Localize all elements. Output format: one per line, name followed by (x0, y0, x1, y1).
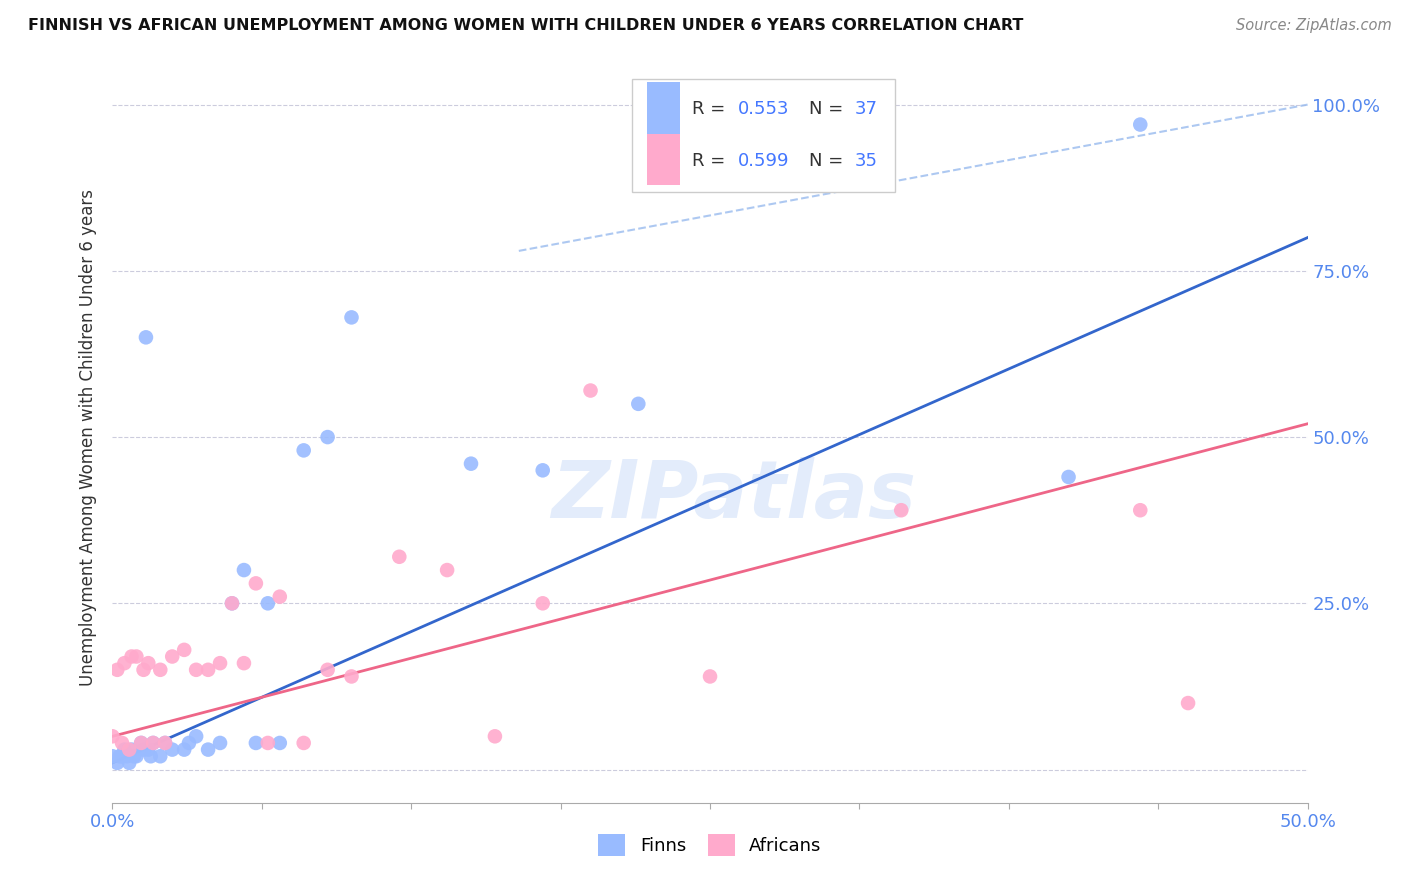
Point (139, 749, 162, 764)
Text: N =: N = (810, 101, 849, 119)
Point (177, 736, 200, 750)
Point (890, 503, 912, 517)
Point (340, 669, 363, 683)
Point (101, 729, 124, 743)
Point (162, 742, 183, 756)
Point (118, 756, 141, 770)
Point (627, 397, 650, 411)
Point (114, 656, 135, 670)
Point (186, 663, 208, 677)
Point (531, 596, 554, 610)
Point (197, 742, 219, 756)
Point (316, 663, 339, 677)
Point (257, 736, 280, 750)
Point (132, 663, 155, 677)
Bar (647, 134, 681, 185)
Point (340, 310, 363, 325)
Point (142, 736, 165, 750)
Text: 37: 37 (855, 101, 877, 119)
Point (388, 549, 411, 564)
Point (269, 590, 291, 604)
Point (209, 736, 232, 750)
Point (257, 596, 280, 610)
Point (121, 649, 143, 664)
Point (1057, 470, 1080, 484)
Point (245, 736, 267, 750)
Y-axis label: Unemployment Among Women with Children Under 6 years: Unemployment Among Women with Children U… (79, 188, 97, 686)
Point (233, 656, 256, 670)
Text: 35: 35 (855, 152, 877, 169)
Point (186, 729, 208, 743)
Point (436, 563, 458, 577)
Point (579, 384, 602, 398)
Point (197, 663, 219, 677)
Point (125, 749, 148, 764)
Point (484, 729, 506, 743)
Point (233, 563, 256, 577)
Point (105, 663, 128, 677)
Point (292, 443, 315, 458)
Point (129, 736, 152, 750)
Point (122, 749, 145, 764)
Text: 0.599: 0.599 (738, 152, 789, 169)
Bar (633, 78, 896, 192)
Point (108, 749, 131, 764)
Point (699, 669, 721, 683)
Point (138, 656, 160, 670)
Point (153, 736, 176, 750)
Text: 0.553: 0.553 (738, 101, 789, 119)
Point (292, 736, 315, 750)
Point (460, 457, 482, 471)
Point (1129, 503, 1152, 517)
Point (221, 596, 243, 610)
Point (142, 736, 165, 750)
Point (125, 649, 148, 664)
Point (221, 596, 243, 610)
Text: R =: R = (692, 101, 731, 119)
Point (1129, 118, 1152, 132)
Point (105, 756, 128, 770)
Point (118, 742, 141, 756)
Point (149, 749, 172, 764)
Point (121, 742, 143, 756)
Text: ZIPatlas: ZIPatlas (551, 457, 917, 534)
Point (115, 749, 138, 764)
Point (111, 736, 134, 750)
Point (149, 663, 172, 677)
Text: Source: ZipAtlas.com: Source: ZipAtlas.com (1236, 18, 1392, 33)
Point (101, 749, 124, 764)
Point (138, 742, 160, 756)
Point (162, 649, 183, 664)
Text: N =: N = (810, 152, 849, 169)
Bar (647, 82, 681, 134)
Point (173, 643, 195, 657)
Text: R =: R = (692, 152, 731, 169)
Point (316, 430, 339, 444)
Point (209, 656, 232, 670)
Point (135, 330, 157, 344)
Point (173, 742, 195, 756)
Point (153, 736, 176, 750)
Point (269, 736, 291, 750)
Point (132, 742, 155, 756)
Point (114, 742, 135, 756)
Point (1177, 696, 1199, 710)
Legend: Finns, Africans: Finns, Africans (591, 827, 830, 863)
Point (111, 749, 134, 764)
Point (531, 463, 554, 477)
Point (245, 576, 267, 591)
Point (129, 736, 152, 750)
Text: FINNISH VS AFRICAN UNEMPLOYMENT AMONG WOMEN WITH CHILDREN UNDER 6 YEARS CORRELAT: FINNISH VS AFRICAN UNEMPLOYMENT AMONG WO… (28, 18, 1024, 33)
